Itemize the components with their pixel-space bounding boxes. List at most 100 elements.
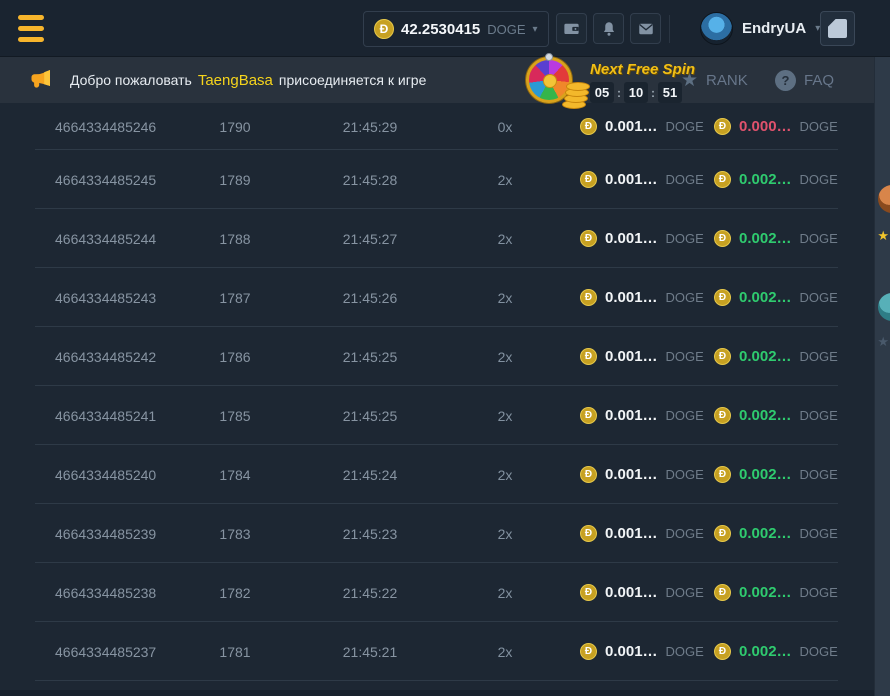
table-row[interactable]: 4664334485245 1789 21:45:28 2x Đ 0.001… … bbox=[0, 150, 874, 209]
doge-coin-icon: Đ bbox=[714, 407, 731, 424]
countdown-hours: 05 bbox=[590, 82, 614, 103]
table-row[interactable]: 4664334485238 1782 21:45:22 2x Đ 0.001… … bbox=[0, 563, 874, 622]
doge-coin-icon: Đ bbox=[714, 171, 731, 188]
user-avatar bbox=[700, 12, 733, 45]
doge-coin-icon: Đ bbox=[714, 289, 731, 306]
doge-coin-icon: Đ bbox=[580, 171, 597, 188]
rank-link[interactable]: ★ RANK bbox=[681, 57, 748, 103]
bet-currency: DOGE bbox=[665, 119, 704, 134]
topbar-divider bbox=[669, 15, 670, 43]
profit-amount: 0.002… bbox=[739, 230, 792, 247]
roll-number: 1787 bbox=[219, 289, 251, 306]
bets-table-body: 4664334485246 1790 21:45:29 0x Đ 0.001… … bbox=[0, 103, 874, 681]
free-spin-label: Next Free Spin bbox=[590, 61, 696, 78]
doge-coin-icon: Đ bbox=[714, 525, 731, 542]
bet-amount: 0.001… bbox=[605, 171, 658, 188]
star-icon: ★ bbox=[877, 334, 889, 349]
table-row[interactable]: 4664334485241 1785 21:45:25 2x Đ 0.001… … bbox=[0, 386, 874, 445]
doge-coin-icon: Đ bbox=[580, 348, 597, 365]
profit-amount: 0.002… bbox=[739, 348, 792, 365]
bet-multiplier: 2x bbox=[497, 348, 513, 365]
hamburger-menu-icon[interactable] bbox=[18, 15, 44, 42]
bet-amount: 0.001… bbox=[605, 466, 658, 483]
bell-icon bbox=[603, 21, 614, 36]
bet-multiplier: 2x bbox=[497, 289, 513, 306]
roll-number: 1781 bbox=[219, 643, 251, 660]
doge-coin-icon: Đ bbox=[580, 230, 597, 247]
bet-currency: DOGE bbox=[665, 172, 704, 187]
notifications-button[interactable] bbox=[593, 13, 624, 44]
coins-icon bbox=[560, 82, 590, 109]
wallet-button[interactable] bbox=[556, 13, 587, 44]
roll-number: 1788 bbox=[219, 230, 251, 247]
notification-message: Добро пожаловать TaengBasa присоединяетс… bbox=[70, 57, 426, 103]
profit-currency: DOGE bbox=[799, 644, 838, 659]
bet-multiplier: 2x bbox=[497, 525, 513, 542]
megaphone-icon bbox=[31, 70, 50, 88]
user-menu[interactable]: EndryUA ▾ bbox=[700, 12, 820, 45]
profit-amount: 0.002… bbox=[739, 407, 792, 424]
doge-coin-icon: Đ bbox=[714, 584, 731, 601]
bet-id: 4664334485246 bbox=[55, 118, 157, 135]
bet-id: 4664334485237 bbox=[55, 643, 157, 660]
star-icon: ★ bbox=[681, 69, 699, 91]
profit-currency: DOGE bbox=[799, 172, 838, 187]
notification-prefix: Добро пожаловать bbox=[70, 72, 192, 88]
free-spin-countdown: 05 : 10 : 51 bbox=[590, 82, 695, 103]
bet-currency: DOGE bbox=[665, 349, 704, 364]
chat-toggle-button[interactable] bbox=[820, 11, 855, 46]
bet-time: 21:45:27 bbox=[342, 230, 398, 247]
bet-multiplier: 0x bbox=[497, 118, 513, 135]
table-row[interactable]: 4664334485237 1781 21:45:21 2x Đ 0.001… … bbox=[0, 622, 874, 681]
bet-time: 21:45:23 bbox=[342, 525, 398, 542]
bet-multiplier: 2x bbox=[497, 584, 513, 601]
doge-coin-icon: Đ bbox=[580, 407, 597, 424]
messages-button[interactable] bbox=[630, 13, 661, 44]
profit-currency: DOGE bbox=[799, 290, 838, 305]
roll-number: 1784 bbox=[219, 466, 251, 483]
star-icon: ★ bbox=[877, 228, 889, 243]
bet-time: 21:45:21 bbox=[342, 643, 398, 660]
bet-amount: 0.001… bbox=[605, 525, 658, 542]
countdown-seconds: 51 bbox=[658, 82, 682, 103]
bet-id: 4664334485239 bbox=[55, 525, 157, 542]
countdown-separator: : bbox=[617, 85, 621, 100]
profit-currency: DOGE bbox=[799, 467, 838, 482]
bet-multiplier: 2x bbox=[497, 407, 513, 424]
wallet-icon bbox=[564, 23, 579, 35]
faq-link[interactable]: ? FAQ bbox=[775, 57, 834, 103]
bet-currency: DOGE bbox=[665, 467, 704, 482]
bet-multiplier: 2x bbox=[497, 466, 513, 483]
profit-currency: DOGE bbox=[799, 408, 838, 423]
balance-selector[interactable]: Đ 42.2530415 DOGE ▾ bbox=[363, 11, 549, 47]
profit-amount: 0.002… bbox=[739, 584, 792, 601]
bet-time: 21:45:25 bbox=[342, 348, 398, 365]
bet-currency: DOGE bbox=[665, 526, 704, 541]
profit-amount: 0.002… bbox=[739, 171, 792, 188]
table-row[interactable]: 4664334485244 1788 21:45:27 2x Đ 0.001… … bbox=[0, 209, 874, 268]
faq-label: FAQ bbox=[804, 71, 835, 89]
username: EndryUA bbox=[742, 20, 807, 37]
chat-panel-edge[interactable]: ★ ★ bbox=[874, 57, 890, 696]
table-row[interactable]: 4664334485243 1787 21:45:26 2x Đ 0.001… … bbox=[0, 268, 874, 327]
table-row[interactable]: 4664334485240 1784 21:45:24 2x Đ 0.001… … bbox=[0, 445, 874, 504]
balance-currency: DOGE bbox=[487, 21, 526, 37]
profit-amount: 0.002… bbox=[739, 466, 792, 483]
bet-id: 4664334485242 bbox=[55, 348, 157, 365]
countdown-minutes: 10 bbox=[624, 82, 648, 103]
table-row[interactable]: 4664334485246 1790 21:45:29 0x Đ 0.001… … bbox=[0, 103, 874, 150]
chevron-down-icon: ▾ bbox=[815, 23, 821, 34]
table-row[interactable]: 4664334485239 1783 21:45:23 2x Đ 0.001… … bbox=[0, 504, 874, 563]
bet-multiplier: 2x bbox=[497, 171, 513, 188]
free-spin-widget[interactable]: Next Free Spin 05 : 10 : 51 bbox=[524, 53, 696, 109]
chevron-down-icon: ▾ bbox=[532, 23, 538, 35]
doge-coin-icon: Đ bbox=[580, 466, 597, 483]
doge-coin-icon: Đ bbox=[580, 525, 597, 542]
bet-time: 21:45:24 bbox=[342, 466, 398, 483]
roll-number: 1785 bbox=[219, 407, 251, 424]
doge-coin-icon: Đ bbox=[580, 584, 597, 601]
profit-currency: DOGE bbox=[799, 349, 838, 364]
table-row[interactable]: 4664334485242 1786 21:45:25 2x Đ 0.001… … bbox=[0, 327, 874, 386]
roll-number: 1782 bbox=[219, 584, 251, 601]
bet-currency: DOGE bbox=[665, 290, 704, 305]
